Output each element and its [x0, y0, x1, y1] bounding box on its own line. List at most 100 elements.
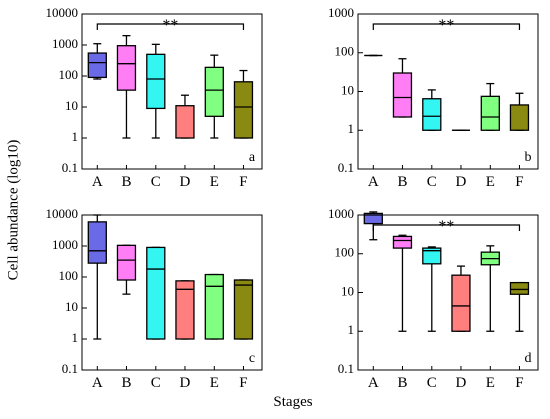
- y-tick-label: 0.1: [338, 160, 354, 175]
- panel-letter: c: [249, 351, 255, 366]
- x-tick-label: B: [121, 375, 131, 391]
- x-tick-label: F: [239, 174, 247, 190]
- x-tick-label: E: [210, 375, 219, 391]
- significance-label: **: [162, 17, 178, 34]
- y-tick-label: 0.1: [338, 361, 354, 376]
- box-B: [116, 35, 137, 139]
- y-tick-label: 100: [59, 67, 79, 82]
- plot-frame: [81, 13, 263, 170]
- y-tick-label: 10: [341, 82, 354, 97]
- box-C: [146, 246, 166, 340]
- y-tick-label: 1: [72, 330, 79, 345]
- x-tick-label: E: [210, 174, 219, 190]
- y-axis-title: Cell abundance (log10): [5, 140, 21, 281]
- y-tick-label: 1: [72, 129, 79, 144]
- x-tick-label: F: [515, 174, 523, 190]
- y-tick-label: 0.1: [62, 160, 78, 175]
- y-tick-label: 10: [65, 299, 78, 314]
- panel-letter: b: [525, 150, 532, 165]
- box-E: [204, 54, 224, 139]
- x-tick-label: B: [397, 174, 407, 190]
- box-body: [451, 274, 471, 332]
- box-A: [87, 214, 107, 340]
- panel-letter: a: [249, 150, 256, 165]
- box-body: [509, 281, 530, 295]
- box-body: [233, 81, 254, 139]
- x-tick-label: D: [180, 174, 191, 190]
- box-B: [392, 234, 413, 332]
- plot-frame: [81, 214, 263, 371]
- panel-c: 0.1 1 10 100 1000 10000 A B C D E Fc: [46, 206, 263, 391]
- box-A: [363, 211, 383, 241]
- y-tick-label: 10000: [46, 206, 79, 221]
- box-A: [87, 43, 107, 80]
- box-B: [116, 244, 137, 295]
- box-F: [509, 281, 530, 332]
- box-D: [451, 265, 471, 332]
- box-body: [392, 72, 413, 118]
- y-tick-label: 100: [335, 245, 355, 260]
- panel-b: 0.1 1 10 100 1000 A B C D E F ** b: [328, 5, 539, 190]
- box-E: [480, 245, 500, 332]
- box-D: [175, 280, 195, 340]
- box-body: [422, 98, 442, 131]
- significance-label: **: [438, 218, 454, 235]
- box-E: [204, 273, 224, 340]
- box-body: [116, 45, 137, 91]
- x-tick-label: E: [486, 375, 495, 391]
- x-tick-label: B: [397, 375, 407, 391]
- y-tick-label: 10: [65, 98, 78, 113]
- x-tick-label: D: [456, 375, 467, 391]
- box-body: [87, 221, 107, 264]
- x-tick-label: C: [427, 174, 437, 190]
- box-F: [509, 92, 530, 131]
- y-tick-label: 1: [348, 322, 355, 337]
- significance-label: **: [438, 17, 454, 34]
- x-tick-label: F: [515, 375, 523, 391]
- significance-bracket: [372, 224, 521, 231]
- box-C: [146, 43, 166, 139]
- significance-bracket: [372, 23, 521, 30]
- x-tick-label: D: [180, 375, 191, 391]
- box-D: [175, 94, 195, 139]
- y-tick-label: 1: [348, 121, 355, 136]
- y-tick-label: 1000: [328, 206, 354, 221]
- box-E: [480, 82, 500, 131]
- box-body: [204, 273, 224, 340]
- x-tick-label: B: [121, 174, 131, 190]
- panel-a: 0.1 1 10 100 1000 10000 A B C D E F ** a: [46, 5, 263, 190]
- box-F: [233, 69, 254, 139]
- box-body: [509, 104, 530, 131]
- box-body: [233, 279, 254, 340]
- box-body: [175, 105, 195, 139]
- box-C: [422, 246, 442, 332]
- y-tick-label: 10000: [46, 5, 79, 20]
- panel-d: 0.1 1 10 100 1000 A B C D E F ** d: [328, 206, 539, 391]
- y-tick-label: 0.1: [62, 361, 78, 376]
- x-tick-label: C: [151, 375, 161, 391]
- x-tick-label: A: [92, 174, 103, 190]
- x-tick-label: A: [92, 375, 103, 391]
- x-tick-label: E: [486, 174, 495, 190]
- box-body: [422, 247, 442, 265]
- y-tick-label: 1000: [52, 237, 78, 252]
- x-tick-label: C: [151, 174, 161, 190]
- x-tick-label: C: [427, 375, 437, 391]
- y-tick-label: 100: [59, 268, 79, 283]
- y-tick-label: 1000: [328, 5, 354, 20]
- y-tick-label: 1000: [52, 36, 78, 51]
- x-tick-label: A: [368, 375, 379, 391]
- box-body: [392, 235, 413, 249]
- box-body: [175, 280, 195, 340]
- plot-frame: [357, 13, 539, 170]
- box-body: [146, 53, 166, 110]
- x-axis-title: Stages: [273, 394, 312, 410]
- box-body: [87, 52, 107, 79]
- box-body: [204, 66, 224, 117]
- y-tick-label: 10: [341, 283, 354, 298]
- box-F: [233, 279, 254, 340]
- x-tick-label: A: [368, 174, 379, 190]
- x-tick-label: F: [239, 375, 247, 391]
- significance-bracket: [96, 23, 245, 30]
